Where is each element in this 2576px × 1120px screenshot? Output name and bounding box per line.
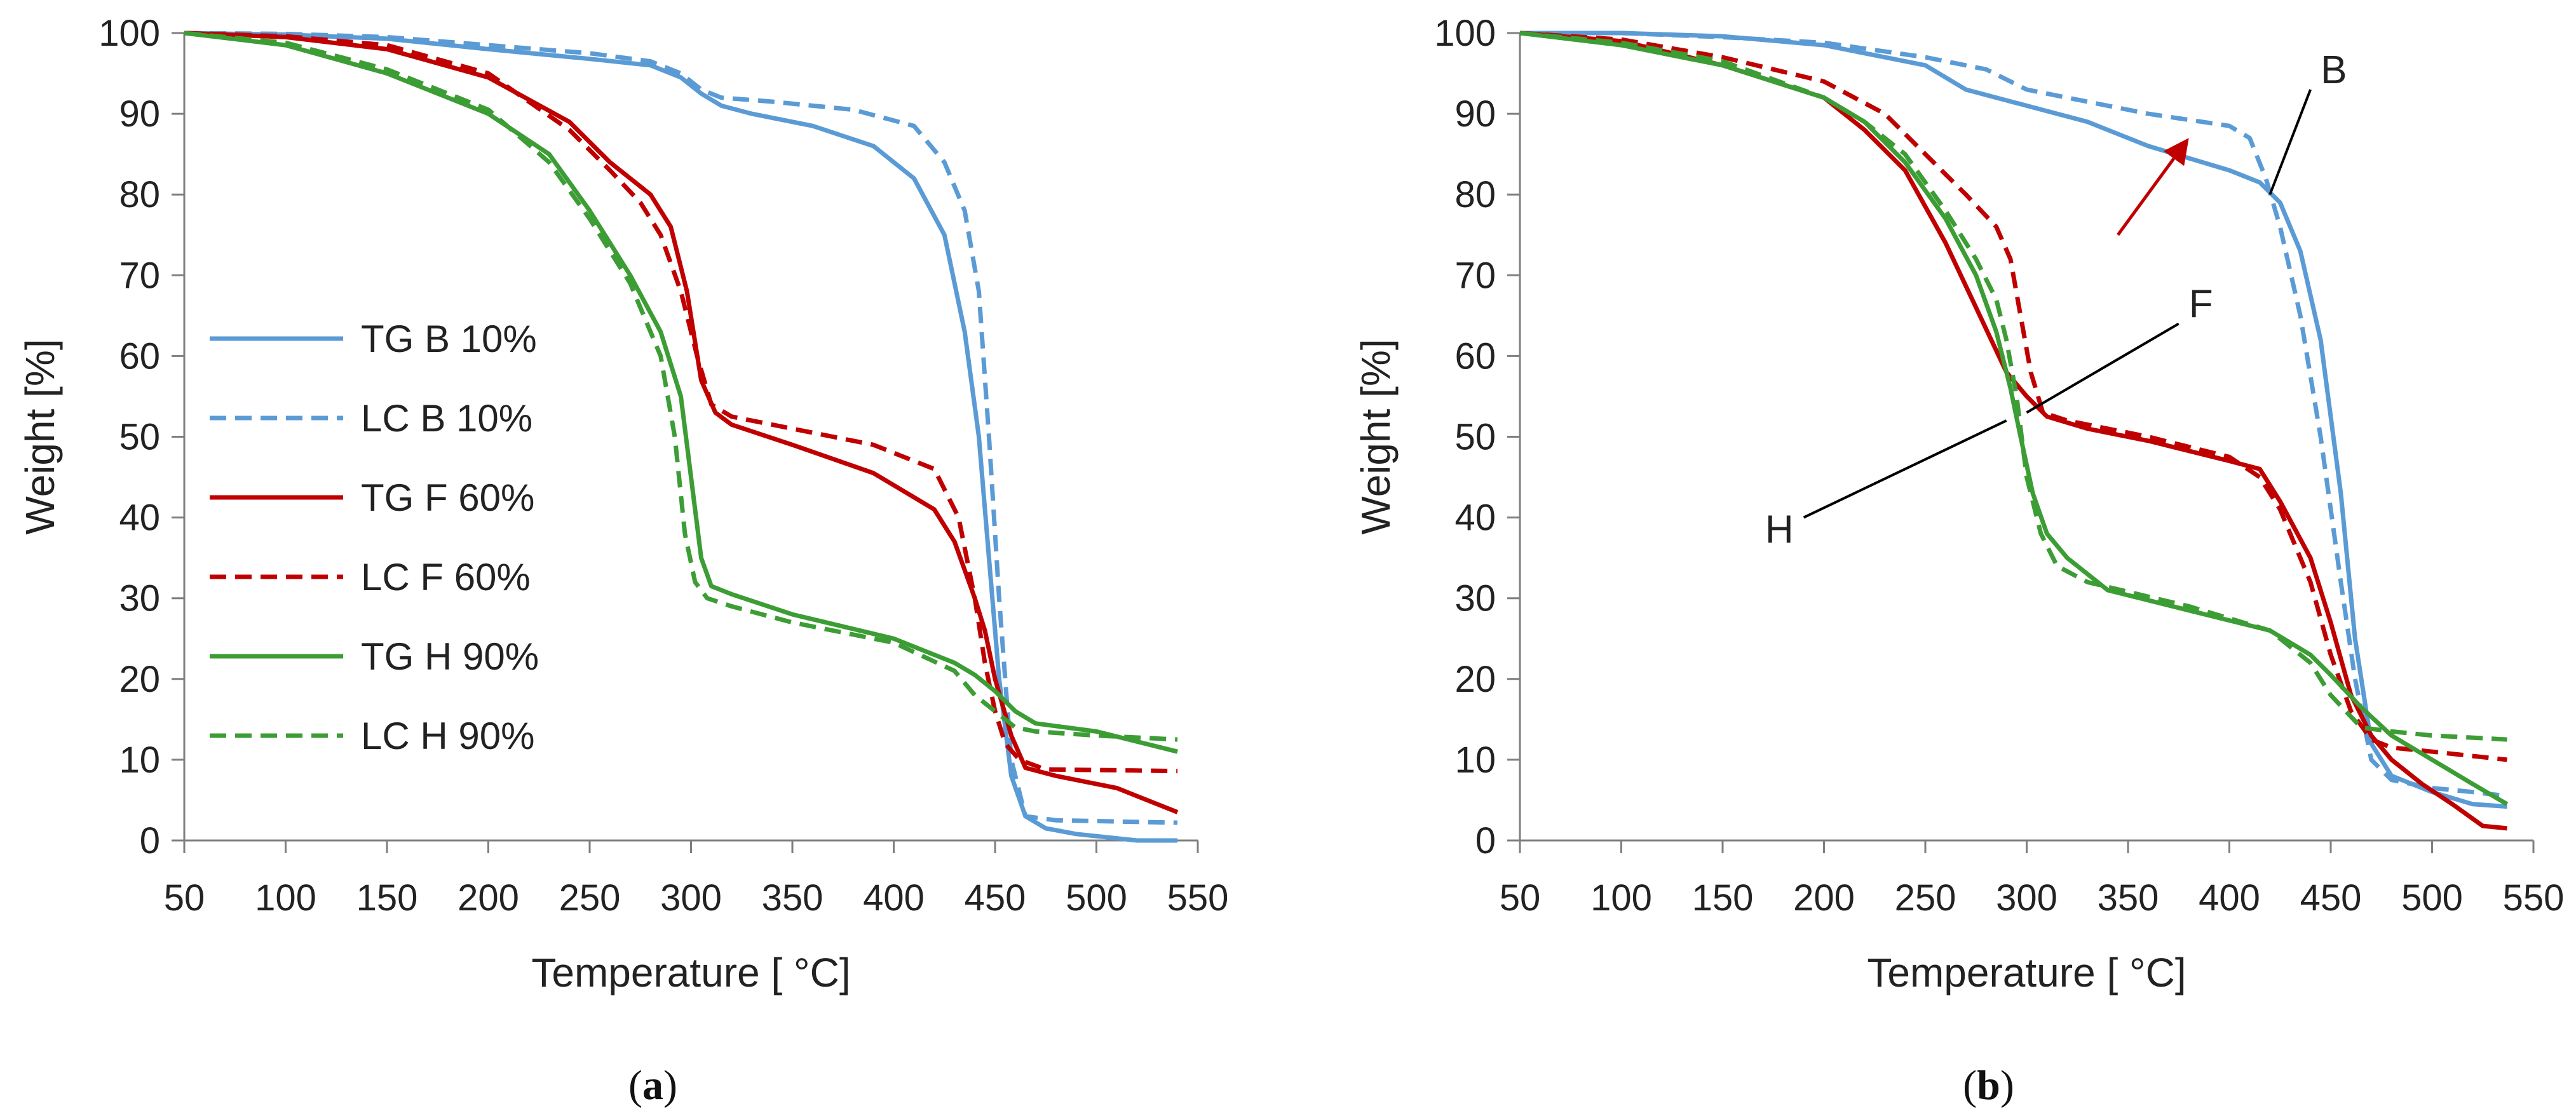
series-line-tg-f bbox=[1519, 30, 2507, 831]
x-tick-label: 250 bbox=[1895, 877, 1956, 919]
x-tick-label: 500 bbox=[2401, 877, 2463, 919]
legend-label: TG F 60% bbox=[361, 476, 534, 519]
series-line-lc-b bbox=[1520, 30, 2507, 799]
x-tick-label: 200 bbox=[458, 877, 519, 919]
legend-label: TG B 10% bbox=[361, 318, 537, 360]
x-tick-label: 400 bbox=[2199, 877, 2260, 919]
annotation-label: B bbox=[2321, 48, 2347, 92]
y-tick-label: 90 bbox=[1454, 93, 1496, 135]
y-tick-label: 40 bbox=[119, 497, 160, 539]
caption-letter: b bbox=[1977, 1062, 2000, 1109]
x-tick-label: 350 bbox=[2098, 877, 2159, 919]
y-tick-label: 20 bbox=[1454, 659, 1496, 700]
x-tick-label: 350 bbox=[762, 877, 824, 919]
series-line-tg-f-60 bbox=[184, 30, 1179, 814]
x-axis-title: Temperature [ °C] bbox=[531, 950, 850, 995]
series-line-tg-h-90 bbox=[184, 30, 1178, 754]
y-tick-label: 60 bbox=[1454, 335, 1496, 377]
panel-caption: (a) bbox=[628, 1062, 677, 1109]
y-tick-label: 70 bbox=[1454, 255, 1496, 296]
y-tick-label: 80 bbox=[119, 174, 160, 215]
legend: TG B 10% LC B 10% TG F 60% LC F 60% TG H 90%… bbox=[210, 318, 539, 757]
x-tick-label: 400 bbox=[863, 877, 925, 919]
caption-letter: a bbox=[642, 1062, 663, 1109]
series-line-tg-h bbox=[1519, 30, 2509, 806]
x-axis-title: Temperature [ °C] bbox=[1867, 950, 2186, 995]
trend-arrow-head bbox=[2163, 138, 2189, 166]
annotation-label: H bbox=[1765, 508, 1794, 552]
panel-caption: (b) bbox=[1963, 1062, 2014, 1109]
caption-open-paren: ( bbox=[628, 1062, 642, 1109]
series-line-lc-h-90 bbox=[184, 30, 1178, 742]
caption-close-paren: ) bbox=[2000, 1062, 2014, 1109]
legend-label: LC H 90% bbox=[361, 715, 534, 757]
x-tick-label: 450 bbox=[965, 877, 1026, 919]
series-line-lc-b-10 bbox=[184, 30, 1178, 825]
x-tick-label: 50 bbox=[164, 877, 205, 919]
y-tick-label: 0 bbox=[140, 820, 160, 861]
y-tick-label: 80 bbox=[1454, 174, 1496, 215]
y-tick-label: 30 bbox=[1454, 578, 1496, 619]
y-tick-label: 40 bbox=[1454, 497, 1496, 539]
y-tick-label: 60 bbox=[119, 335, 160, 377]
y-tick-label: 0 bbox=[1475, 820, 1496, 861]
chart-panel-a: 0 10 20 30 40 50 60 70 80 90 100 50 100 150 200 250 300 3… bbox=[17, 13, 1228, 1109]
annotation-leader-line bbox=[2268, 89, 2312, 195]
x-tick-label: 550 bbox=[2503, 877, 2565, 919]
legend-label: LC F 60% bbox=[361, 556, 531, 598]
x-tick-label: 300 bbox=[1996, 877, 2057, 919]
y-tick-label: 30 bbox=[119, 578, 160, 619]
x-tick-label: 150 bbox=[356, 877, 418, 919]
series-line-lc-h bbox=[1519, 30, 2507, 742]
x-tick-label: 100 bbox=[255, 877, 316, 919]
series-line-lc-f bbox=[1519, 30, 2507, 762]
x-tick-label: 250 bbox=[559, 877, 621, 919]
y-tick-label: 20 bbox=[119, 659, 160, 700]
legend-label: LC B 10% bbox=[361, 397, 532, 440]
chart-panel-b: 0 10 20 30 40 50 60 70 80 90 100 50 100 150 200 250 300 3… bbox=[1353, 13, 2564, 1109]
annotation-leader-line bbox=[1803, 419, 2007, 519]
y-tick-label: 10 bbox=[119, 739, 160, 781]
series-line-lc-f-60 bbox=[184, 30, 1178, 774]
x-tick-label: 150 bbox=[1692, 877, 1754, 919]
y-tick-label: 70 bbox=[119, 255, 160, 296]
legend-label: TG H 90% bbox=[361, 635, 539, 678]
x-tick-label: 450 bbox=[2300, 877, 2362, 919]
y-tick-label: 50 bbox=[1454, 417, 1496, 458]
y-tick-label: 10 bbox=[1454, 739, 1496, 781]
x-tick-label: 100 bbox=[1590, 877, 1652, 919]
y-tick-label: 100 bbox=[1434, 13, 1496, 54]
y-tick-label: 90 bbox=[119, 93, 160, 135]
x-tick-label: 500 bbox=[1066, 877, 1127, 919]
y-axis-title: Weight [%] bbox=[1353, 339, 1399, 534]
y-axis-title: Weight [%] bbox=[17, 339, 63, 534]
x-tick-label: 200 bbox=[1793, 877, 1855, 919]
series-line-tg-b bbox=[1520, 30, 2507, 809]
trend-arrow-shaft bbox=[2117, 158, 2176, 236]
x-tick-label: 300 bbox=[660, 877, 722, 919]
x-tick-label: 50 bbox=[1500, 877, 1541, 919]
annotation-leader-line bbox=[2026, 322, 2179, 414]
annotation-label: F bbox=[2189, 283, 2213, 327]
y-tick-label: 50 bbox=[119, 417, 160, 458]
x-tick-label: 550 bbox=[1167, 877, 1229, 919]
caption-close-paren: ) bbox=[663, 1062, 677, 1109]
y-tick-label: 100 bbox=[98, 13, 160, 54]
caption-open-paren: ( bbox=[1963, 1062, 1977, 1109]
